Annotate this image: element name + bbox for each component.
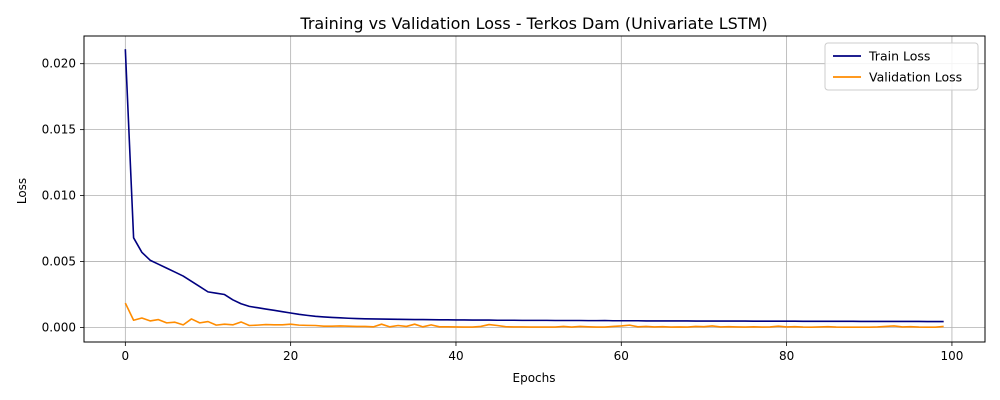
x-tick-label: 0 — [122, 349, 130, 363]
x-axis-label: Epochs — [513, 371, 556, 385]
y-tick-label: 0.015 — [42, 123, 76, 137]
y-tick-label: 0.005 — [42, 255, 76, 269]
chart-title: Training vs Validation Loss - Terkos Dam… — [299, 14, 767, 33]
x-tick-label: 40 — [448, 349, 463, 363]
legend: Train Loss Validation Loss — [824, 42, 979, 91]
y-axis-label: Loss — [15, 178, 29, 204]
x-tick-label: 100 — [940, 349, 963, 363]
y-tick-label: 0.020 — [42, 57, 76, 71]
ticks-layer: 0 20 40 60 80 100 0.000 0.005 0.010 0.015 0.020 — [42, 57, 964, 363]
plot-frame — [83, 35, 986, 343]
y-tick-label: 0.000 — [42, 320, 76, 334]
train-loss-line — [124, 49, 944, 323]
legend-box — [824, 42, 979, 91]
legend-validation-label: Validation Loss — [869, 70, 962, 85]
x-tick-label: 60 — [614, 349, 629, 363]
validation-loss-line — [124, 302, 944, 329]
x-tick-label: 80 — [779, 349, 794, 363]
series-layer — [124, 49, 944, 329]
x-tick-label: 20 — [283, 349, 298, 363]
y-tick-label: 0.010 — [42, 189, 76, 203]
legend-train-label: Train Loss — [868, 49, 930, 64]
